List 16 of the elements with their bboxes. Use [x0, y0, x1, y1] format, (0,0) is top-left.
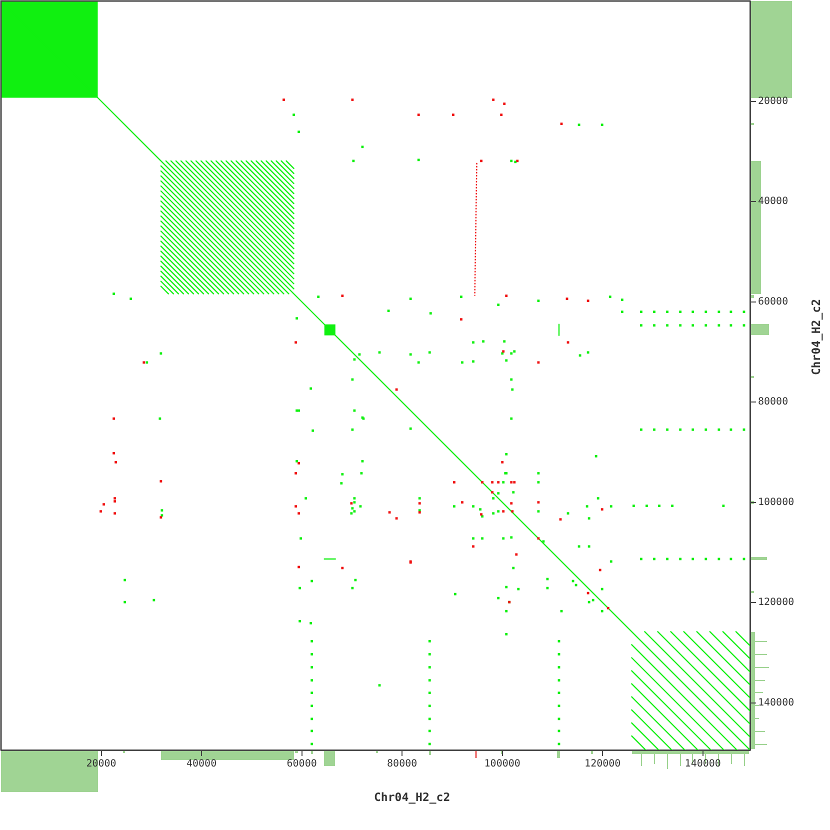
- y-tick-label: 60000: [758, 296, 788, 308]
- y-tick-label: 100000: [758, 496, 794, 508]
- y-tick-label: 20000: [758, 96, 788, 107]
- x-tick-label: 80000: [387, 758, 418, 770]
- y-tick-label: 120000: [758, 597, 794, 608]
- x-tick-label: 60000: [286, 758, 317, 770]
- x-tick-label: 140000: [684, 758, 721, 770]
- y-tick-label: 80000: [758, 396, 788, 408]
- x-tick-label: 20000: [86, 758, 116, 770]
- x-axis-title: Chr04_H2_c2: [374, 790, 450, 804]
- y-tick-label: 140000: [758, 697, 794, 708]
- y-axis-title: Chr04_H2_c2: [809, 299, 823, 376]
- x-tick-label: 100000: [484, 758, 520, 770]
- y-tick-label: 40000: [758, 196, 788, 208]
- x-tick-label: 120000: [584, 758, 621, 770]
- x-tick-label: 40000: [186, 758, 217, 770]
